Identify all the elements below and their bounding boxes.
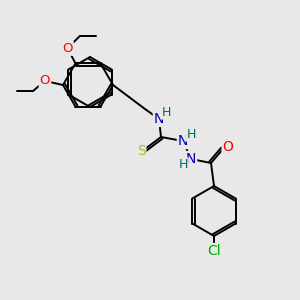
Text: Cl: Cl xyxy=(207,244,221,258)
Text: N: N xyxy=(178,134,188,148)
Text: N: N xyxy=(154,112,164,126)
Text: H: H xyxy=(178,158,188,172)
Text: S: S xyxy=(136,144,146,158)
Text: O: O xyxy=(223,140,233,154)
Text: H: H xyxy=(161,106,171,118)
Text: O: O xyxy=(62,42,73,55)
Text: N: N xyxy=(186,152,196,166)
Text: H: H xyxy=(186,128,196,140)
Text: O: O xyxy=(40,74,50,88)
